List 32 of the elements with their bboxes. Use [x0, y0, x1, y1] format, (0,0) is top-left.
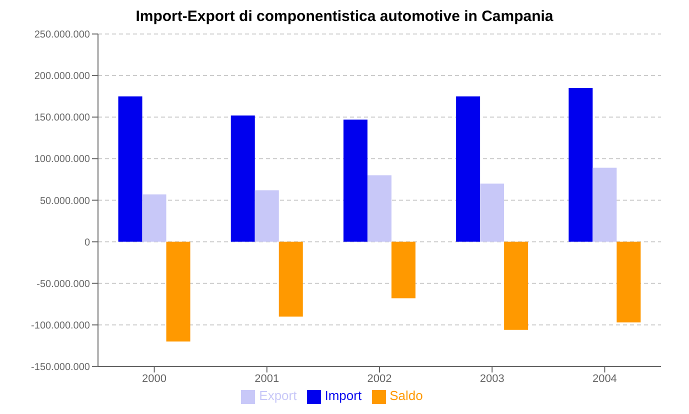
- y-tick-label: 50.000.000: [40, 196, 90, 207]
- bar: [592, 168, 617, 242]
- y-tick-label: -50.000.000: [36, 278, 90, 290]
- y-tick-label: -150.000.000: [31, 362, 90, 373]
- bar: [367, 175, 392, 242]
- bar: [480, 184, 504, 242]
- y-tick-label: 250.000.000: [34, 30, 90, 41]
- bar: [166, 242, 190, 342]
- bar: [343, 120, 368, 242]
- y-tick-label: 0: [84, 237, 90, 248]
- bar: [456, 96, 480, 242]
- legend-label: Import: [324, 388, 362, 404]
- chart-title: Import-Export di componentistica automotive in Campania: [134, 8, 554, 25]
- y-tick-label: -100.000.000: [31, 320, 90, 332]
- bar: [568, 88, 593, 242]
- bar: [142, 194, 166, 242]
- bar: [118, 96, 142, 242]
- x-tick-label: 2002: [367, 373, 392, 386]
- bar: [391, 242, 416, 298]
- y-tick-label: 100.000.000: [34, 154, 90, 166]
- x-tick-label: 2001: [254, 373, 280, 386]
- x-tick-label: 2004: [592, 373, 617, 386]
- bar: [278, 242, 303, 317]
- y-tick-label: 150.000.000: [34, 112, 90, 124]
- y-tick-label: 200.000.000: [34, 71, 90, 82]
- bar: [504, 242, 528, 330]
- x-tick-label: 2000: [142, 373, 167, 386]
- bar: [230, 115, 255, 242]
- bar: [616, 242, 641, 322]
- x-tick-label: 2003: [480, 373, 504, 386]
- bar: [254, 190, 279, 242]
- legend-label: Saldo: [390, 388, 423, 404]
